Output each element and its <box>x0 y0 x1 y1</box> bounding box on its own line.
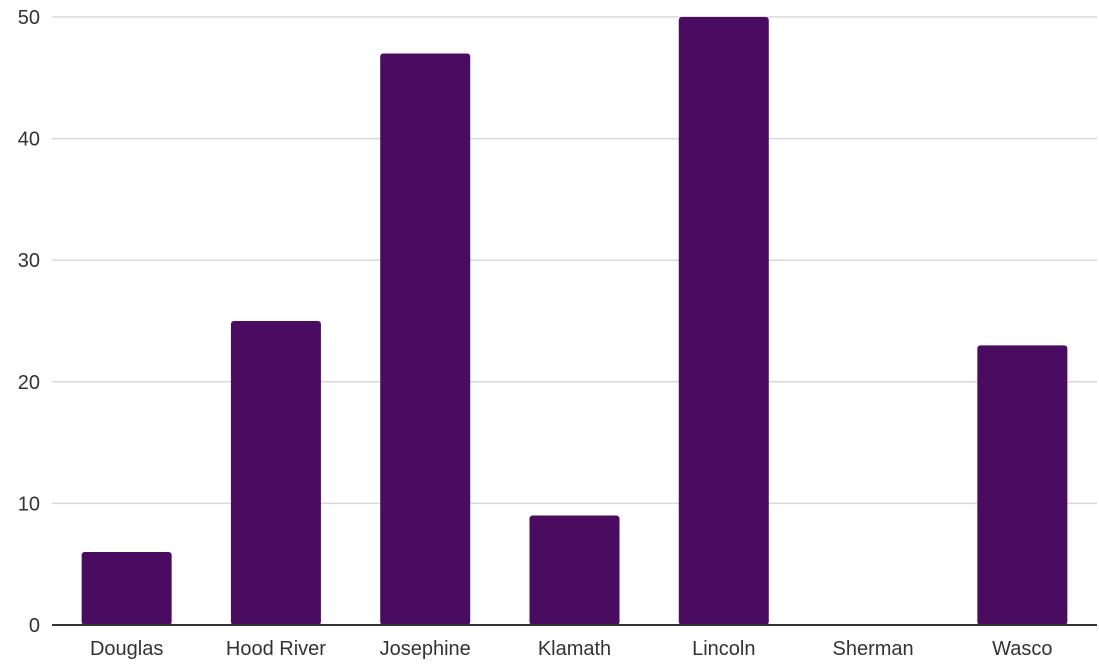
y-tick-label: 50 <box>18 7 40 29</box>
x-tick-label: Sherman <box>832 638 913 660</box>
y-tick-label: 10 <box>18 493 40 515</box>
x-tick-label: Josephine <box>380 638 471 660</box>
y-tick-labels: 0 10 20 30 40 50 <box>18 7 40 637</box>
bar-klamath <box>529 515 620 625</box>
bar-lincoln <box>678 17 769 625</box>
x-tick-labels: Douglas Hood River Josephine Klamath Lincoln… <box>90 638 1053 660</box>
x-tick-label: Klamath <box>538 638 611 660</box>
y-tick-label: 30 <box>18 250 40 272</box>
x-tick-label: Douglas <box>90 638 163 660</box>
y-tick-label: 40 <box>18 129 40 151</box>
bar-josephine <box>380 53 471 626</box>
bar-hood-river <box>230 321 321 625</box>
y-tick-label: 20 <box>18 372 40 394</box>
x-tick-label: Hood River <box>226 638 326 660</box>
y-tick-label: 0 <box>29 615 40 637</box>
gridlines <box>52 16 1097 505</box>
x-tick-label: Wasco <box>992 638 1052 660</box>
bars <box>81 17 1068 626</box>
bar-wasco <box>977 345 1068 625</box>
bar-douglas <box>81 552 172 625</box>
x-tick-label: Lincoln <box>692 638 755 660</box>
